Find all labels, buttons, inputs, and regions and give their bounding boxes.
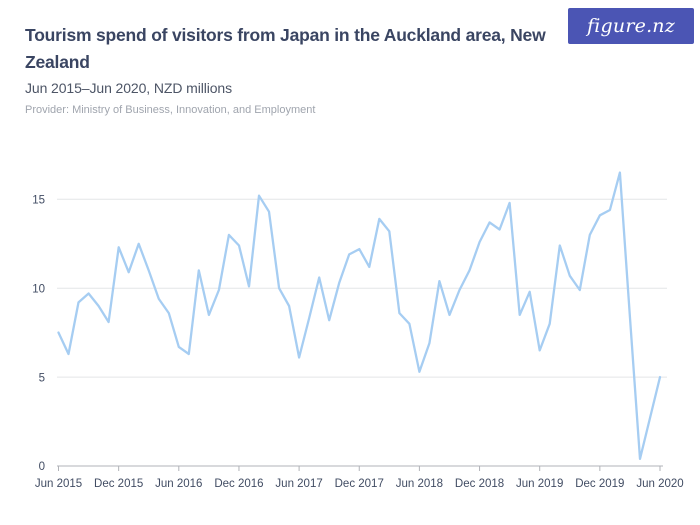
figure-nz-logo-text: figure.nz [587,15,675,37]
y-axis-label-15: 15 [32,195,45,207]
page-title: Tourism spend of visitors from Japan in … [25,25,546,72]
x-axis-label: Dec 2019 [575,478,624,490]
figure-nz-logo[interactable]: figure.nz [568,8,694,44]
x-axis-label: Jun 2017 [275,478,322,490]
x-axis-label: Dec 2016 [214,478,263,490]
chart-subtitle: Jun 2015–Jun 2020, NZD millions [25,80,233,96]
y-axis-label-5: 5 [39,372,45,384]
x-axis-label: Dec 2015 [94,478,143,490]
data-line-tourism-spend [57,171,662,461]
x-axis-label: Dec 2018 [455,478,504,490]
x-axis-label: Jun 2020 [636,478,683,490]
x-axis-label: Jun 2016 [155,478,202,490]
y-axis-label-0: 0 [39,461,45,473]
x-axis-label: Dec 2017 [335,478,384,490]
x-axis-label: Jun 2019 [516,478,563,490]
x-axis-label: Jun 2018 [396,478,443,490]
x-axis-label: Jun 2015 [35,478,82,490]
provider-attribution: Provider: Ministry of Business, Innovati… [25,104,316,116]
y-axis-label-10: 10 [32,283,45,295]
